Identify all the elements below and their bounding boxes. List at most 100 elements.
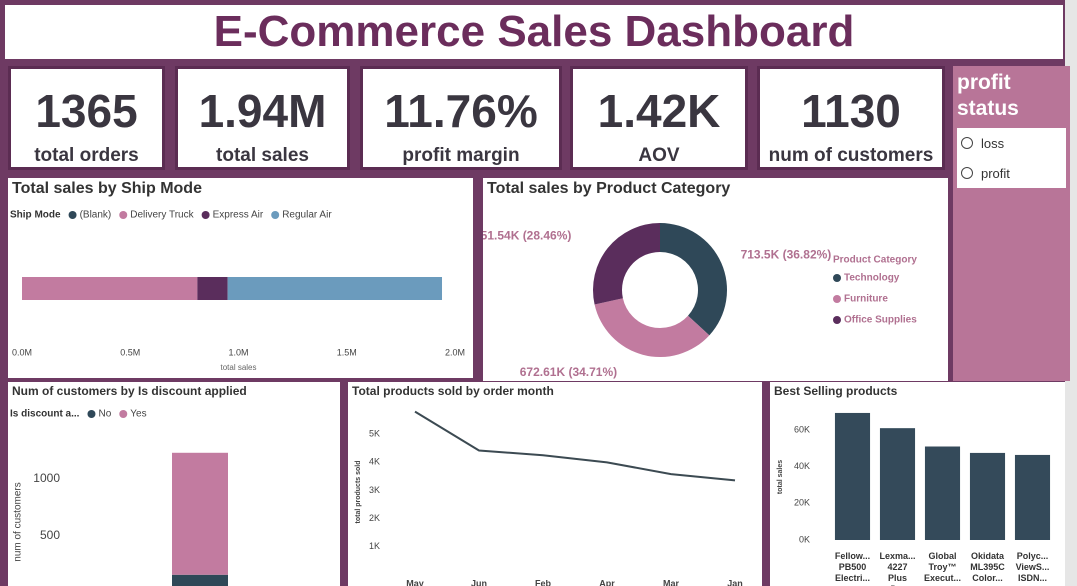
kpi-label: total orders	[34, 145, 139, 166]
chart-title: Total sales by Product Category	[487, 180, 730, 197]
legend-marker	[833, 274, 841, 282]
x-tick-label: Jan	[727, 578, 743, 586]
legend-label: Furniture	[844, 294, 888, 305]
slicer-option[interactable]: loss	[957, 128, 1066, 158]
x-tick-label: 1.0M	[228, 347, 248, 357]
legend-label: Technology	[844, 273, 900, 284]
kpi-value: 11.76%	[384, 85, 538, 137]
bar	[879, 428, 916, 540]
x-tick-label: Lexma...4227PlusD...	[879, 551, 915, 586]
x-tick-label: May	[406, 578, 424, 586]
data-label: 672.61K (34.71%)	[520, 365, 617, 379]
legend-label: Yes	[130, 409, 146, 420]
kpi-card: 1130 num of customers	[757, 66, 945, 170]
x-tick-label: Okidata ML395C Color...	[970, 551, 1005, 583]
line-series	[414, 410, 736, 482]
radio	[961, 167, 973, 179]
y-tick-label: 1000	[33, 471, 60, 485]
kpi-card: 11.76% profit margin	[360, 66, 562, 170]
x-tick-label: Apr	[599, 578, 615, 586]
slicer-title: profit status	[957, 71, 1019, 120]
data-label: 713.5K (36.82%)	[741, 248, 832, 262]
y-axis-title: total sales	[777, 460, 784, 494]
slicer-options: loss profit	[957, 128, 1066, 188]
kpi-value: 1130	[801, 85, 901, 137]
legend-marker	[119, 211, 128, 219]
data-label: 551.54K (28.46%)	[483, 228, 571, 242]
y-tick-label: 2K	[369, 513, 380, 523]
x-tick-label: Polyc... ViewS... ISDN...	[1016, 551, 1050, 583]
legend-title: Ship Mode	[10, 210, 61, 221]
bar	[1014, 454, 1051, 540]
legend-label: Regular Air	[282, 210, 332, 221]
chart-panel: Best Selling products 0K 20K 40K 60K total sa…	[770, 382, 1065, 586]
x-tick-label: 0.0M	[12, 347, 32, 357]
bar	[924, 446, 961, 540]
x-tick-label: 1.5M	[337, 347, 357, 357]
legend-marker	[833, 316, 841, 324]
legend-title: Product Category	[833, 255, 917, 266]
kpi-label: AOV	[638, 145, 680, 166]
kpi-value: 1.42K	[597, 85, 721, 137]
kpi-card: 1365 total orders	[8, 66, 165, 170]
legend-label: Express Air	[213, 210, 264, 221]
option-label: loss	[981, 135, 1005, 151]
kpi-card: 1.42K AOV	[570, 66, 748, 170]
legend-marker	[271, 211, 280, 219]
chart-panel: Num of customers by Is discount applied I…	[8, 382, 340, 586]
legend-label: Delivery Truck	[130, 210, 194, 221]
y-tick-label: 0K	[799, 534, 810, 544]
y-axis-title: total products sold	[355, 461, 362, 524]
bar-segment	[22, 277, 198, 300]
slicer-option[interactable]: profit	[957, 158, 1066, 188]
chart-title: Best Selling products	[774, 384, 898, 398]
y-axis-title: num of customers	[13, 482, 24, 561]
bar	[834, 412, 871, 540]
y-tick-label: 4K	[369, 457, 380, 467]
bar	[969, 452, 1006, 540]
x-tick-label: Mar	[663, 578, 680, 586]
kpi-card: 1.94M total sales	[175, 66, 350, 170]
y-tick-label: 5K	[369, 429, 380, 439]
y-tick-label: 500	[40, 528, 60, 542]
x-tick-label: Global Troy™ Execut...	[924, 551, 961, 583]
kpi-value: 1365	[35, 85, 138, 137]
legend-title: Is discount a...	[10, 409, 80, 420]
kpi-label: num of customers	[768, 145, 934, 166]
bar-segment	[172, 574, 228, 586]
x-tick-label: Jun	[471, 578, 487, 586]
bar-segment	[197, 277, 228, 300]
legend-label: Office Supplies	[844, 315, 917, 326]
y-tick-label: 40K	[794, 461, 810, 471]
y-tick-label: 60K	[794, 424, 810, 434]
chart-title: Total sales by Ship Mode	[12, 180, 202, 197]
kpi-label: total sales	[216, 145, 309, 166]
chart-panel: Total products sold by order month 1K 2K 3K…	[348, 382, 762, 586]
y-tick-label: 20K	[794, 498, 810, 508]
chart-title: Num of customers by Is discount applied	[12, 384, 247, 398]
y-tick-label: 1K	[369, 541, 380, 551]
legend-label: (Blank)	[80, 210, 112, 221]
x-tick-label: Fellow... PB500 Electri...	[835, 551, 870, 583]
kpi-label: profit margin	[402, 145, 520, 166]
legend-marker	[201, 211, 210, 219]
chart-panel: Total sales by Product Category 713.5K (3…	[483, 178, 948, 381]
y-tick-label: 3K	[369, 485, 380, 495]
option-label: profit	[981, 165, 1010, 181]
legend-marker	[68, 211, 77, 219]
donut-slice	[594, 298, 710, 357]
kpi-value: 1.94M	[198, 85, 327, 137]
radio	[961, 137, 973, 149]
legend-marker	[119, 410, 128, 418]
bar-segment	[227, 277, 443, 300]
donut-slice	[660, 223, 727, 336]
legend-marker	[833, 295, 841, 303]
slicer: profit status loss profit	[953, 66, 1070, 381]
x-axis-title: total sales	[220, 363, 256, 372]
donut-slice	[593, 223, 660, 305]
chart-title: Total products sold by order month	[352, 384, 554, 398]
bar-segment	[172, 452, 228, 575]
x-tick-label: Feb	[535, 578, 552, 586]
x-tick-label: 0.5M	[120, 347, 140, 357]
